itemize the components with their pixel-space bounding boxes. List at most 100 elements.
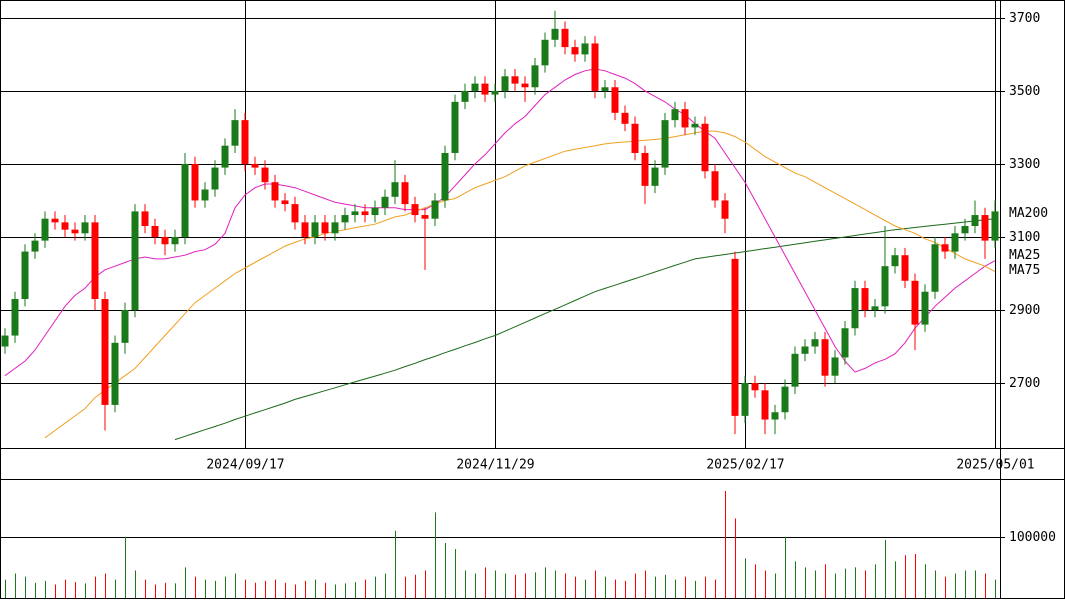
- candle-body: [301, 222, 309, 237]
- candle-body: [261, 167, 269, 183]
- candle-body: [501, 76, 509, 91]
- candle-body: [761, 390, 769, 420]
- legend-label: MA200: [1009, 206, 1048, 221]
- candle-body: [971, 215, 979, 227]
- candle-body: [801, 346, 809, 354]
- candle-body: [631, 123, 639, 153]
- candle-body: [201, 189, 209, 201]
- x-tick-label: 2025/02/17: [706, 458, 784, 473]
- candle-body: [951, 233, 959, 252]
- candle-body: [101, 299, 109, 405]
- candle-body: [41, 218, 49, 241]
- candle-body: [621, 112, 629, 124]
- candle-body: [901, 255, 909, 281]
- candle-body: [641, 152, 649, 186]
- candle-body: [791, 353, 799, 387]
- candle-body: [281, 200, 289, 205]
- candle-body: [881, 266, 889, 307]
- candle-body: [911, 280, 919, 325]
- candle-body: [461, 90, 469, 102]
- candle-body: [871, 306, 879, 310]
- candle-body: [661, 120, 669, 168]
- candle-body: [681, 109, 689, 128]
- candle-body: [581, 43, 589, 55]
- candle-body: [371, 207, 379, 216]
- candle-body: [511, 76, 519, 84]
- candle-body: [251, 163, 259, 168]
- candle-body: [211, 167, 219, 190]
- candle-body: [751, 383, 759, 391]
- candle-body: [331, 222, 339, 234]
- ma-line: [174, 218, 996, 441]
- candle-body: [411, 204, 419, 216]
- candle-body: [11, 299, 19, 336]
- candle-body: [731, 258, 739, 416]
- candle-body: [321, 222, 329, 234]
- candle-body: [611, 87, 619, 113]
- candle-body: [991, 211, 999, 241]
- candle-body: [291, 204, 299, 223]
- candle-body: [31, 240, 39, 252]
- candle-body: [861, 288, 869, 310]
- y-tick-label: 3300: [1009, 157, 1040, 172]
- candle-body: [421, 215, 429, 219]
- candle-body: [891, 255, 899, 267]
- candle-body: [721, 200, 729, 219]
- candle-body: [831, 357, 839, 376]
- candle-body: [401, 182, 409, 205]
- x-tick-label: 2024/09/17: [206, 458, 284, 473]
- candle-body: [81, 222, 89, 234]
- candle-body: [271, 182, 279, 201]
- candle-body: [391, 182, 399, 197]
- candle-body: [541, 39, 549, 66]
- candle-body: [601, 87, 609, 91]
- candle-body: [561, 28, 569, 48]
- candle-body: [431, 200, 439, 219]
- candle-body: [811, 339, 819, 347]
- candle-body: [21, 251, 29, 300]
- candle-body: [921, 291, 929, 325]
- candle-body: [141, 211, 149, 227]
- candle-body: [571, 47, 579, 55]
- candle-body: [361, 211, 369, 216]
- candle-body: [231, 120, 239, 146]
- candle-body: [841, 328, 849, 358]
- candle-body: [121, 309, 129, 343]
- y-tick-label: 100000: [1009, 530, 1056, 545]
- ma-line: [4, 68, 996, 377]
- y-tick-label: 2900: [1009, 303, 1040, 318]
- candle-body: [821, 339, 829, 376]
- candle-body: [91, 222, 99, 300]
- candle-body: [351, 211, 359, 216]
- x-tick-label: 2025/05/01: [956, 458, 1034, 473]
- candle-body: [191, 163, 199, 201]
- candle-body: [781, 386, 789, 413]
- candle-body: [651, 167, 659, 186]
- candle-body: [111, 342, 119, 405]
- candle-body: [671, 109, 679, 121]
- y-tick-label: 3500: [1009, 84, 1040, 99]
- candle-body: [451, 101, 459, 153]
- legend-label: MA75: [1009, 263, 1040, 278]
- candle-body: [591, 43, 599, 91]
- candle-body: [741, 383, 749, 416]
- ma-line: [44, 130, 996, 439]
- candle-body: [241, 120, 249, 164]
- candle-body: [711, 171, 719, 201]
- candle-body: [51, 218, 59, 223]
- candle-body: [471, 83, 479, 91]
- candle-body: [151, 226, 159, 237]
- candle-body: [981, 215, 989, 241]
- candle-body: [71, 229, 79, 234]
- candle-body: [61, 222, 69, 230]
- candle-body: [221, 145, 229, 168]
- legend-label: MA25: [1009, 248, 1040, 263]
- candle-body: [311, 222, 319, 237]
- candle-body: [161, 236, 169, 245]
- candle-body: [851, 288, 859, 329]
- candle-body: [701, 123, 709, 172]
- candle-body: [941, 244, 949, 252]
